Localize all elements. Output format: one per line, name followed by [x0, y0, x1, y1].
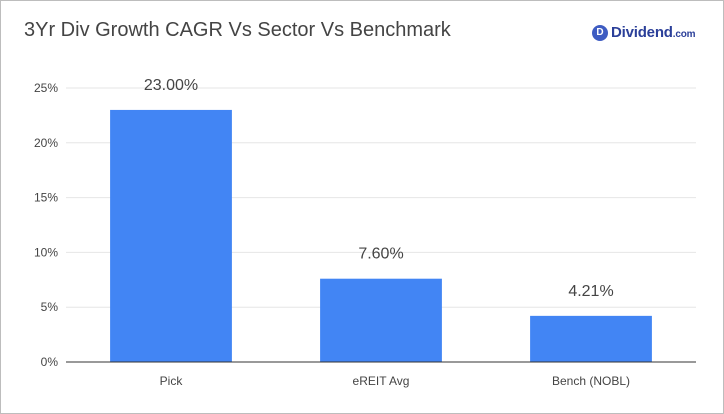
y-tick-label: 25% [34, 81, 58, 95]
y-tick-label: 15% [34, 191, 58, 205]
y-tick-label: 5% [41, 300, 59, 314]
logo-domain: .com [672, 29, 696, 40]
x-tick-label: Pick [160, 374, 184, 388]
y-tick-label: 10% [34, 245, 58, 259]
y-tick-label: 0% [41, 355, 59, 369]
bar [110, 109, 232, 362]
chart-title: 3Yr Div Growth CAGR Vs Sector Vs Benchma… [24, 19, 451, 41]
bar [320, 278, 442, 362]
logo-text: Dividend.com [611, 24, 695, 41]
x-tick-label: Bench (NOBL) [552, 374, 630, 388]
x-tick-label: eREIT Avg [353, 374, 410, 388]
y-tick-label: 20% [34, 136, 58, 150]
bar [530, 315, 652, 362]
logo-name: Dividend [611, 24, 673, 41]
logo-badge-icon: D [592, 24, 608, 41]
data-label: 23.00% [144, 77, 198, 94]
data-label: 4.21% [568, 283, 613, 300]
dividend-logo[interactable]: D Dividend.com [592, 24, 695, 41]
data-label: 7.60% [358, 246, 403, 263]
